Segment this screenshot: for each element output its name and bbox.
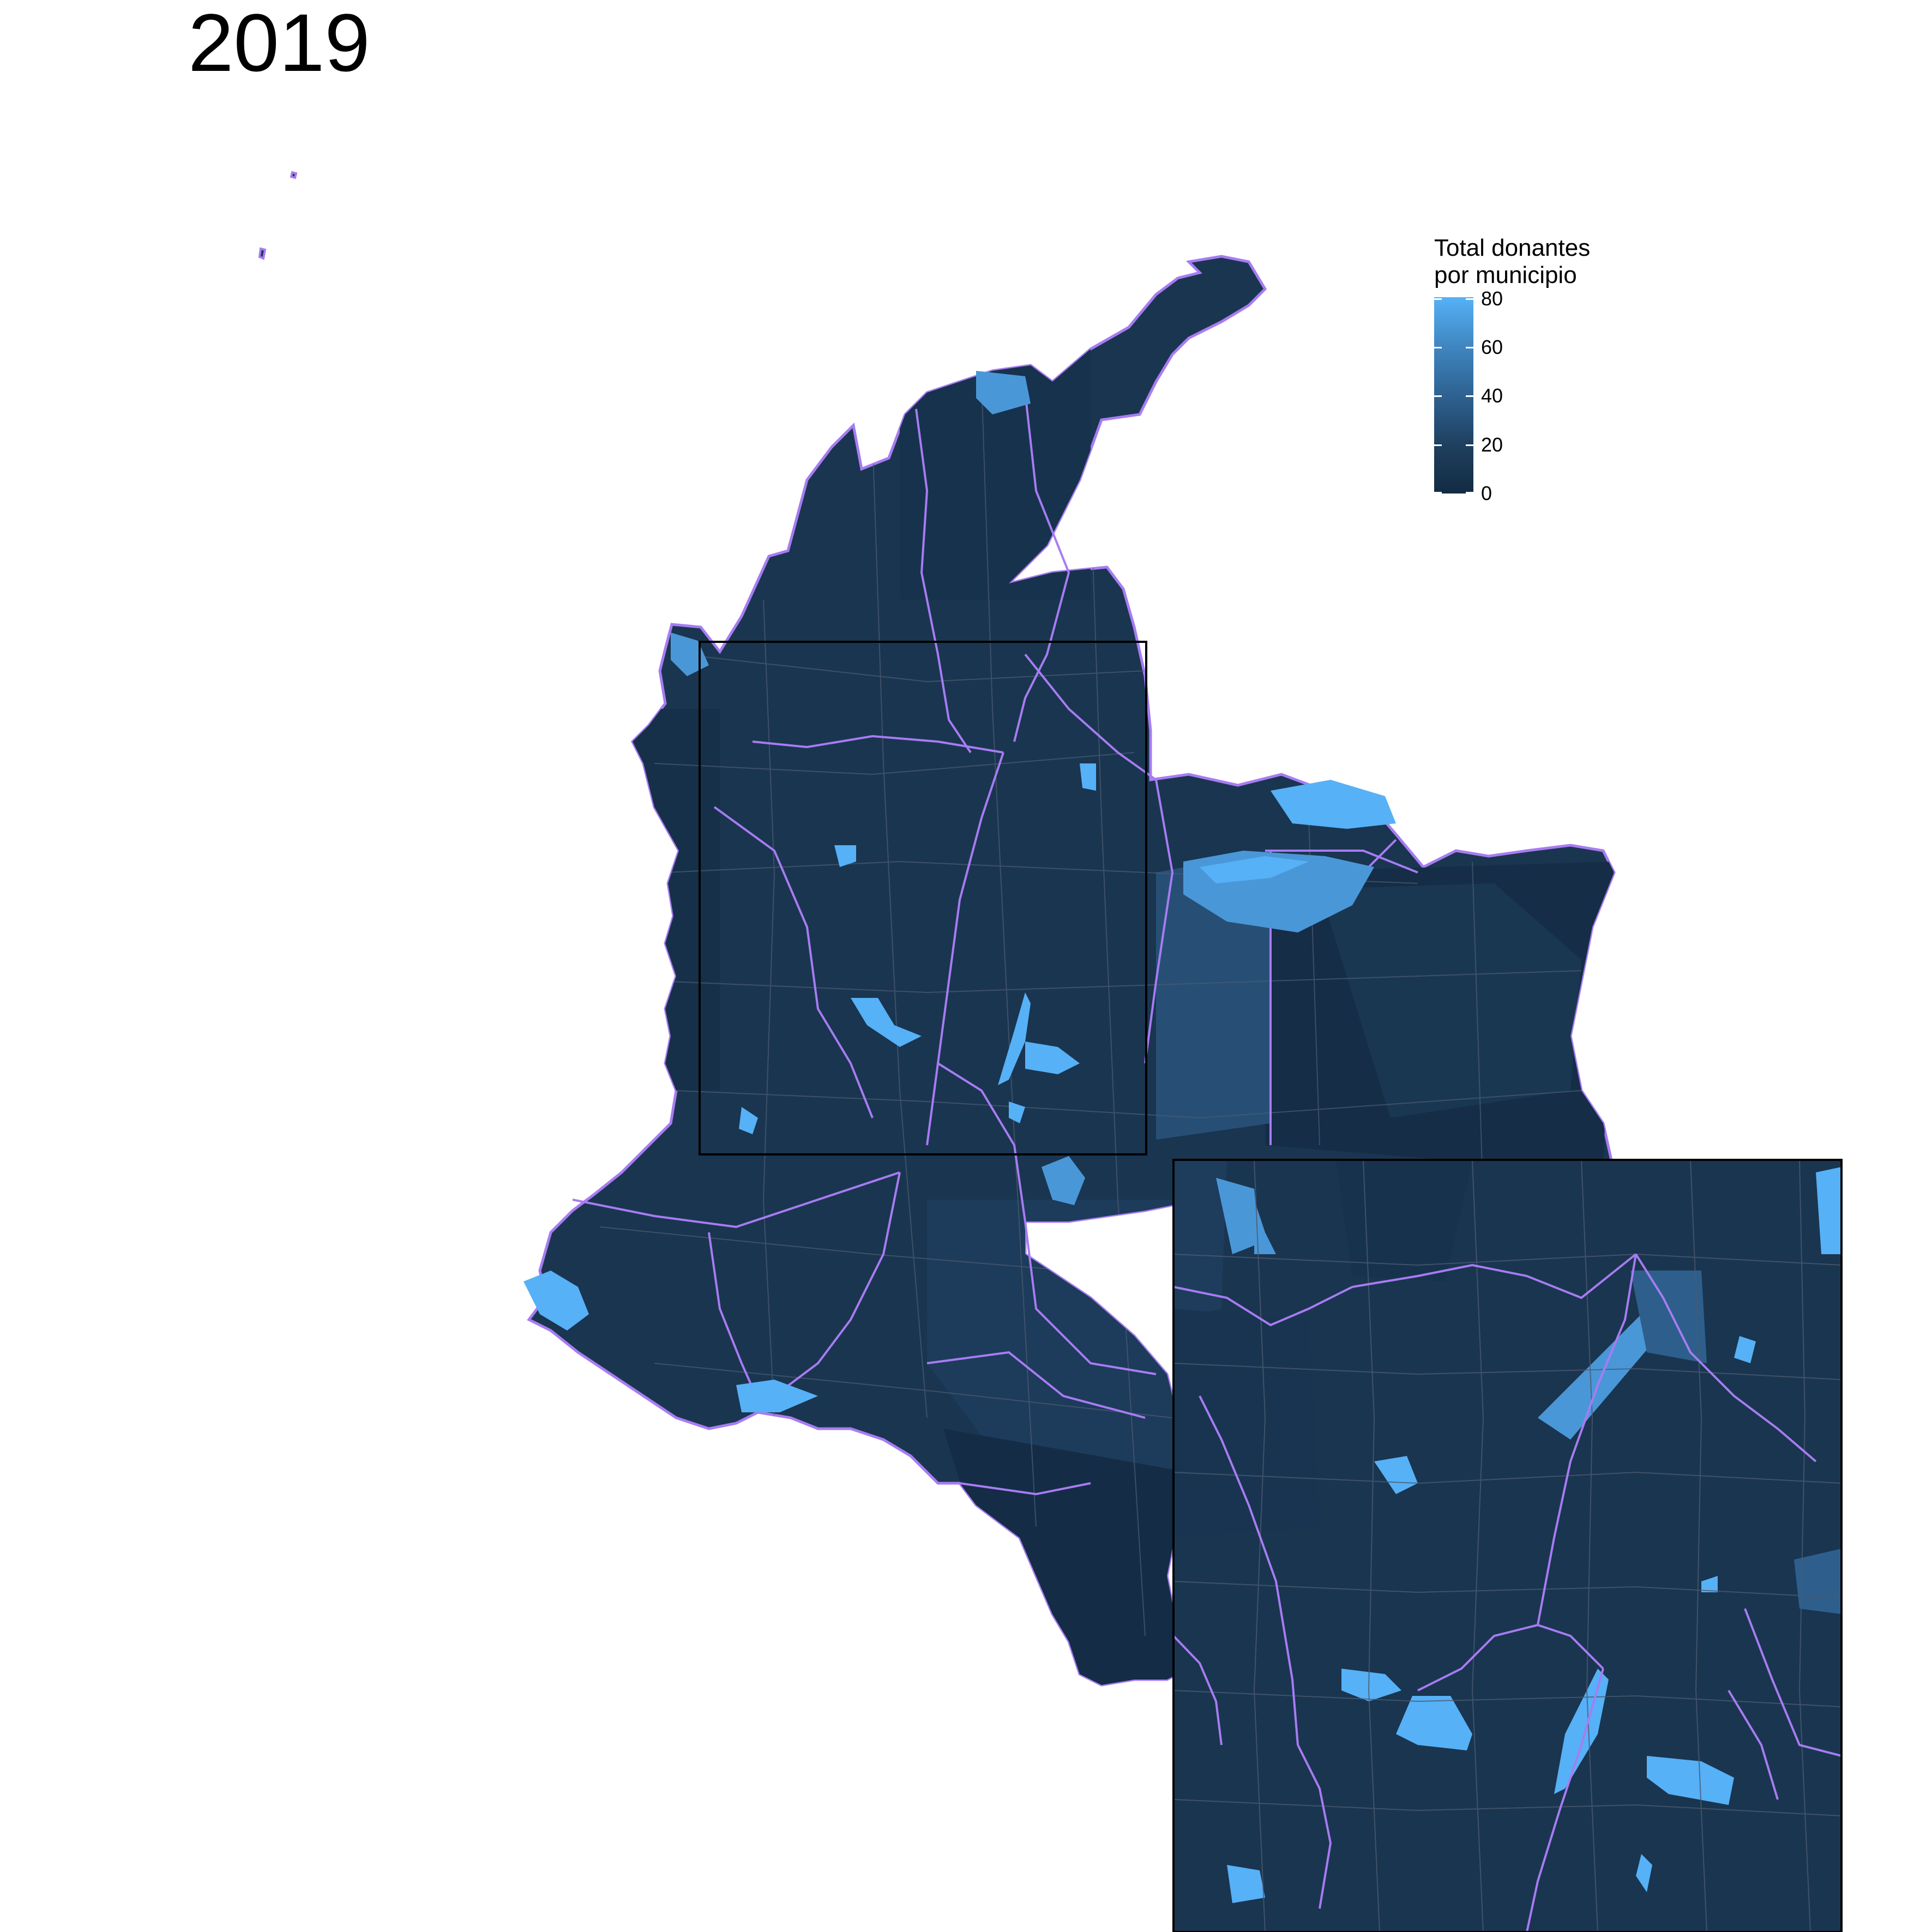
zoom-region-box — [699, 641, 1147, 1155]
legend-tick-label: 60 — [1481, 336, 1503, 358]
legend-tick-label: 0 — [1481, 482, 1492, 504]
legend-tick-label: 40 — [1481, 384, 1503, 407]
inset-frame — [1172, 1159, 1843, 1932]
legend-tick-mark-0 — [1434, 492, 1473, 493]
legend-tick-mark-80 — [1434, 298, 1473, 300]
legend-tick-label: 80 — [1481, 287, 1503, 310]
legend-tick-label: 20 — [1481, 434, 1503, 456]
legend-tick-mark-40 — [1434, 395, 1473, 397]
chart-title: 2019 — [188, 0, 370, 88]
inset-map — [1172, 1159, 1843, 1932]
legend-tick-mark-60 — [1434, 347, 1473, 348]
legend-title-line1: Total donantes — [1434, 234, 1591, 261]
legend-tick-mark-20 — [1434, 444, 1473, 446]
legend-title-line2: por municipio — [1434, 262, 1577, 288]
san-andres-islands — [258, 171, 298, 260]
legend-title: Total donantes por municipio — [1434, 234, 1590, 289]
